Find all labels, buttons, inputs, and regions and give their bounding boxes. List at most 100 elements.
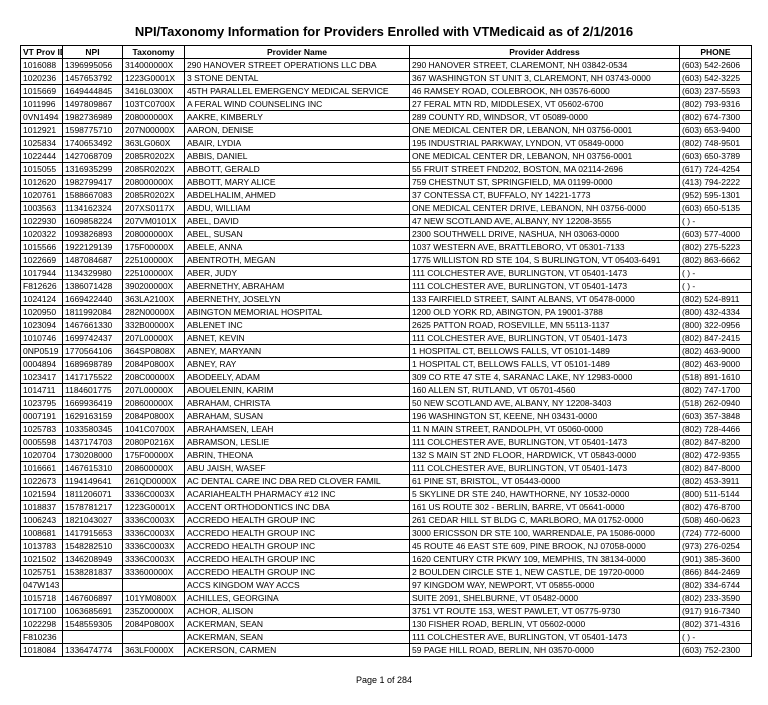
table-row: 10209501811992084282N00000XABINGTON MEMO…	[21, 306, 752, 319]
table-cell: 3336C0003X	[123, 553, 185, 566]
table-cell: 2084P0800X	[123, 410, 185, 423]
table-cell: AC DENTAL CARE INC DBA RED CLOVER FAMIL	[185, 475, 410, 488]
table-cell: SUITE 2091, SHELBURNE, VT 05482-0000	[410, 592, 680, 605]
table-cell: (802) 334-6744	[680, 579, 752, 592]
table-cell: 208000000X	[123, 111, 185, 124]
table-cell: ABAIR, LYDIA	[185, 137, 410, 150]
table-cell: 2300 SOUTHWELL DRIVE, NASHUA, NH 03063-0…	[410, 228, 680, 241]
table-cell: (917) 916-7340	[680, 605, 752, 618]
table-cell	[63, 631, 123, 644]
table-cell: (603) 237-5593	[680, 85, 752, 98]
table-cell: ABNET, KEVIN	[185, 332, 410, 345]
table-cell: ACCREDO HEALTH GROUP INC	[185, 527, 410, 540]
table-cell: 1497809867	[63, 98, 123, 111]
table-cell: 1598775710	[63, 124, 123, 137]
table-cell: 1023417	[21, 371, 63, 384]
table-row: 10203221093826893208000000XABEL, SUSAN23…	[21, 228, 752, 241]
table-cell: 208000000X	[123, 228, 185, 241]
table-cell: ACKERSON, CARMEN	[185, 644, 410, 657]
table-cell: ( ) -	[680, 215, 752, 228]
table-header-cell: Taxonomy	[123, 46, 185, 59]
table-cell: 195 INDUSTRIAL PARKWAY, LYNDON, VT 05849…	[410, 137, 680, 150]
table-cell: 3416L0300X	[123, 85, 185, 98]
table-cell: 225100000X	[123, 267, 185, 280]
table-cell: (603) 650-5135	[680, 202, 752, 215]
table-cell: 1982736989	[63, 111, 123, 124]
table-cell: 261 CEDAR HILL ST BLDG C, MARLBORO, MA 0…	[410, 514, 680, 527]
table-row: 101505513169352992085R0202XABBOTT, GERAL…	[21, 163, 752, 176]
table-row: 10035631134162324207XS0117XABDU, WILLIAM…	[21, 202, 752, 215]
table-row: 10180841336474774363LF0000XACKERSON, CAR…	[21, 644, 752, 657]
table-cell: ABRIN, THEONA	[185, 449, 410, 462]
table-row: 101378315482825103336C0003XACCREDO HEALT…	[21, 540, 752, 553]
table-cell: ABLENET INC	[185, 319, 410, 332]
table-header-cell: NPI	[63, 46, 123, 59]
table-cell: 208600000X	[123, 462, 185, 475]
table-cell: 1013783	[21, 540, 63, 553]
table-cell: 1457653792	[63, 72, 123, 85]
table-cell	[123, 631, 185, 644]
table-cell: 1020761	[21, 189, 63, 202]
table-cell: 1022673	[21, 475, 63, 488]
table-row: 102578310335803451041C0700XABRAHAMSEN, L…	[21, 423, 752, 436]
table-cell: 37 CONTESSA CT, BUFFALO, NY 14221-1773	[410, 189, 680, 202]
table-row: 10119961497809867103TC0700XA FERAL WIND …	[21, 98, 752, 111]
table-cell: AARON, DENISE	[185, 124, 410, 137]
table-row: F8126261386071428390200000XABERNETHY, AB…	[21, 280, 752, 293]
table-cell: 1437174703	[63, 436, 123, 449]
table-cell: ABU JAISH, WASEF	[185, 462, 410, 475]
table-cell: 1588667083	[63, 189, 123, 202]
table-cell: 1609858224	[63, 215, 123, 228]
table-row: 047W143ACCS KINGDOM WAY ACCS97 KINGDOM W…	[21, 579, 752, 592]
table-cell: 1396995056	[63, 59, 123, 72]
table-cell: ( ) -	[680, 267, 752, 280]
table-cell: 0007191	[21, 410, 63, 423]
table-cell: ACCREDO HEALTH GROUP INC	[185, 540, 410, 553]
table-cell: 3751 VT ROUTE 153, WEST PAWLET, VT 05775…	[410, 605, 680, 618]
table-cell: 207XS0117X	[123, 202, 185, 215]
table-cell: (800) 432-4334	[680, 306, 752, 319]
table-cell: 45TH PARALLEL EMERGENCY MEDICAL SERVICE	[185, 85, 410, 98]
table-cell: ABBIS, DANIEL	[185, 150, 410, 163]
table-row: 102229815485593052084P0800XACKERMAN, SEA…	[21, 618, 752, 631]
table-cell: (802) 847-2415	[680, 332, 752, 345]
table-cell: ABNEY, RAY	[185, 358, 410, 371]
table-cell: ABDU, WILLIAM	[185, 202, 410, 215]
table-cell: ABDELHALIM, AHMED	[185, 189, 410, 202]
table-cell: 364SP0808X	[123, 345, 185, 358]
table-cell: 3336C0003X	[123, 488, 185, 501]
table-cell: 363LA2100X	[123, 293, 185, 306]
table-cell: (802) 453-3911	[680, 475, 752, 488]
table-cell: (802) 463-9000	[680, 345, 752, 358]
table-cell: ACCREDO HEALTH GROUP INC	[185, 514, 410, 527]
table-cell: 161 US ROUTE 302 - BERLIN, BARRE, VT 056…	[410, 501, 680, 514]
table-cell: (603) 577-4000	[680, 228, 752, 241]
table-cell: 1037 WESTERN AVE, BRATTLEBORO, VT 05301-…	[410, 241, 680, 254]
table-cell: 1467615310	[63, 462, 123, 475]
table-cell: (802) 472-9355	[680, 449, 752, 462]
table-row: F810236ACKERMAN, SEAN111 COLCHESTER AVE,…	[21, 631, 752, 644]
table-cell: 290 HANOVER STREET OPERATIONS LLC DBA	[185, 59, 410, 72]
table-cell: 3336C0003X	[123, 527, 185, 540]
table-cell: 111 COLCHESTER AVE, BURLINGTON, VT 05401…	[410, 332, 680, 345]
table-cell: 047W143	[21, 579, 63, 592]
table-cell: 1629163159	[63, 410, 123, 423]
table-row: 0NP05191770564106364SP0808XABNEY, MARYAN…	[21, 345, 752, 358]
table-cell: 1022444	[21, 150, 63, 163]
table-cell: 47 NEW SCOTLAND AVE, ALBANY, NY 12208-35…	[410, 215, 680, 228]
table-row: 10234171417175522208C00000XABODEELY, ADA…	[21, 371, 752, 384]
table-row: 102244414270687092085R0202XABBIS, DANIEL…	[21, 150, 752, 163]
table-cell: 1063685691	[63, 605, 123, 618]
table-row: 000489416896987892084P0800XABNEY, RAY1 H…	[21, 358, 752, 371]
table-cell: 225100000X	[123, 254, 185, 267]
table-row: 10107461699742437207L00000XABNET, KEVIN1…	[21, 332, 752, 345]
table-cell	[123, 579, 185, 592]
table-cell: 1417915653	[63, 527, 123, 540]
table-cell: 133 FAIRFIELD STREET, SAINT ALBANS, VT 0…	[410, 293, 680, 306]
table-cell: 1223G0001X	[123, 72, 185, 85]
table-cell: 111 COLCHESTER AVE, BURLINGTON, VT 05401…	[410, 631, 680, 644]
table-cell: 1018084	[21, 644, 63, 657]
table-cell: 1649444845	[63, 85, 123, 98]
table-cell: (802) 371-4316	[680, 618, 752, 631]
table-cell: 196 WASHINGTON ST, KEENE, NH 03431-0000	[410, 410, 680, 423]
